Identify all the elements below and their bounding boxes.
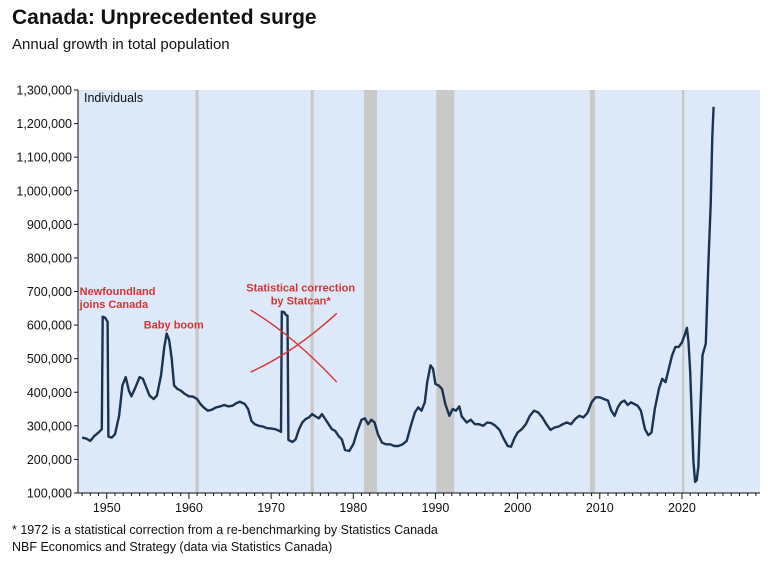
x-tick-label: 1990 xyxy=(422,501,450,515)
annotation-0: Newfoundland joins Canada xyxy=(79,286,156,311)
y-tick-label: 1,100,000 xyxy=(16,151,72,165)
x-tick-label: 1960 xyxy=(175,501,203,515)
y-tick-label: 600,000 xyxy=(27,319,72,333)
x-tick-label: 1950 xyxy=(93,501,121,515)
annotation-1: Baby boom xyxy=(144,319,204,331)
series-line xyxy=(81,106,715,484)
recession-band-3 xyxy=(436,90,455,493)
recession-bands xyxy=(195,90,685,493)
recession-band-1 xyxy=(310,90,314,493)
footnote: * 1972 is a statistical correction from … xyxy=(12,523,438,537)
y-tick-label: 200,000 xyxy=(27,453,72,467)
recession-band-5 xyxy=(681,90,685,493)
y-tick-label: 800,000 xyxy=(27,251,72,265)
recession-band-4 xyxy=(589,90,595,493)
x-axis: 1950 1960 1970 1980 1990 2000 2010 2020 xyxy=(78,492,760,515)
y-tick-label: 1,300,000 xyxy=(16,84,72,98)
y-axis: 100,000 200,000 300,000 400,000 500,000 600,0… xyxy=(16,84,79,501)
annotations: Newfoundland joins Canada Baby boom Statist… xyxy=(79,283,356,332)
recession-band-2 xyxy=(363,90,378,493)
annotation-2: Statistical correction by Statcan* xyxy=(246,283,355,308)
statistical-correction-cross-mark xyxy=(250,309,338,383)
x-tick-label: 2000 xyxy=(504,501,532,515)
y-tick-label: 400,000 xyxy=(27,386,72,400)
y-tick-label: 700,000 xyxy=(27,285,72,299)
chart-subtitle: Annual growth in total population xyxy=(12,36,230,53)
y-tick-label: 300,000 xyxy=(27,419,72,433)
x-tick-label: 2010 xyxy=(586,501,614,515)
y-axis-label: Individuals xyxy=(84,91,143,105)
y-tick-label: 900,000 xyxy=(27,218,72,232)
plot-area xyxy=(78,90,760,493)
recession-band-0 xyxy=(195,90,199,493)
cross-stroke-0 xyxy=(250,312,338,373)
source-note: NBF Economics and Strategy (data via Sta… xyxy=(12,540,333,554)
y-tick-label: 500,000 xyxy=(27,352,72,366)
x-tick-label: 1970 xyxy=(257,501,285,515)
cross-stroke-1 xyxy=(250,309,338,383)
y-tick-label: 100,000 xyxy=(27,487,72,501)
x-tick-label: 1980 xyxy=(339,501,367,515)
y-tick-label: 1,200,000 xyxy=(16,117,72,131)
y-tick-label: 1,000,000 xyxy=(16,184,72,198)
chart-title: Canada: Unprecedented surge xyxy=(12,6,317,29)
x-tick-label: 2020 xyxy=(668,501,696,515)
